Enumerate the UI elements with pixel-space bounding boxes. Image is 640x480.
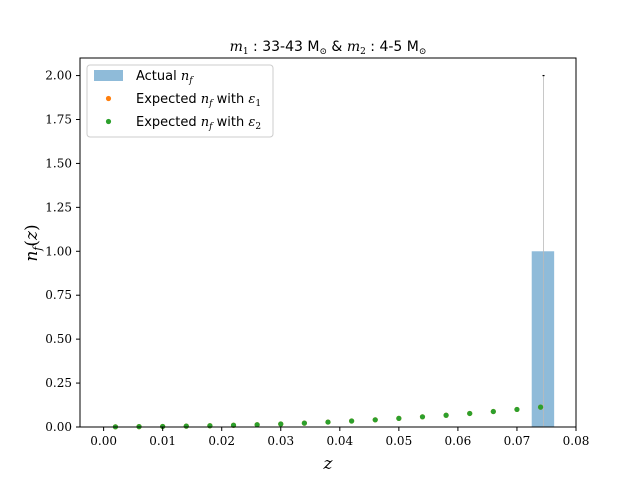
- legend-exp1-label: Expected nf with ε1: [136, 92, 261, 109]
- legend-actual-label: Actual nf: [136, 69, 194, 86]
- series2-point-9: [325, 419, 331, 425]
- x-tick-label-0: 0.00: [90, 434, 117, 448]
- series2-point-10: [349, 418, 355, 424]
- y-tick-label-3: 0.75: [45, 288, 72, 302]
- series2-point-6: [254, 422, 260, 428]
- y-tick-label-1: 0.25: [45, 376, 72, 390]
- x-tick-label-7: 0.07: [504, 434, 531, 448]
- legend-frame: [86, 64, 274, 138]
- x-axis: 0.00 0.01 0.02 0.03 0.04 0.05 0.06 0.07 0.08: [90, 427, 589, 448]
- series2-point-16: [490, 408, 496, 415]
- series2-point-14: [443, 412, 449, 418]
- legend-actual-swatch: [94, 70, 123, 81]
- series2-point-4: [207, 423, 213, 429]
- axes-frame: [79, 57, 577, 428]
- series2-point-17: [514, 406, 520, 413]
- legend-exp1-marker: [105, 95, 112, 102]
- y-tick-label-8: 2.00: [45, 69, 72, 83]
- y-tick-label-2: 0.50: [45, 332, 72, 346]
- x-axis-label: z: [323, 454, 334, 474]
- series2-point-3: [183, 423, 189, 429]
- x-tick-label-8: 0.08: [563, 434, 590, 448]
- series2-point-7: [278, 421, 284, 427]
- y-tick-label-0: 0.00: [45, 420, 72, 434]
- y-axis-label: nf(z): [22, 224, 44, 261]
- y-tick-label-4: 1.00: [45, 244, 72, 258]
- y-tick-label-7: 1.75: [45, 113, 72, 127]
- series2-point-2: [160, 423, 166, 430]
- series2-point-13: [419, 414, 426, 420]
- y-tick-label-6: 1.50: [45, 156, 72, 170]
- x-tick-label-1: 0.01: [149, 434, 176, 448]
- series2-point-12: [396, 415, 402, 421]
- x-tick-label-4: 0.04: [326, 434, 353, 448]
- plot-area: [79, 57, 577, 430]
- series2-point-18: [537, 404, 544, 410]
- x-tick-label-5: 0.05: [385, 434, 412, 448]
- legend-exp2-label: Expected nf with ε2: [136, 115, 261, 132]
- series2-point-15: [467, 410, 473, 417]
- x-tick-label-2: 0.02: [208, 434, 235, 448]
- legend-exp2-marker: [105, 118, 112, 125]
- bar-0: [531, 251, 555, 427]
- x-tick-label-6: 0.06: [445, 434, 472, 448]
- y-tick-label-5: 1.25: [45, 200, 72, 214]
- series2-point-8: [301, 420, 307, 426]
- x-tick-label-3: 0.03: [267, 434, 294, 448]
- y-axis: 0.00 0.25 0.50 0.75 1.00 1.25 1.50 1.75 2.00: [45, 69, 80, 434]
- legend: Actual nf Expected nf with ε1 Expected n…: [86, 64, 274, 138]
- chart-title: m1 : 33-43 M⊙ & m2 : 4-5 M⊙: [230, 39, 427, 57]
- series2-point-11: [372, 417, 378, 423]
